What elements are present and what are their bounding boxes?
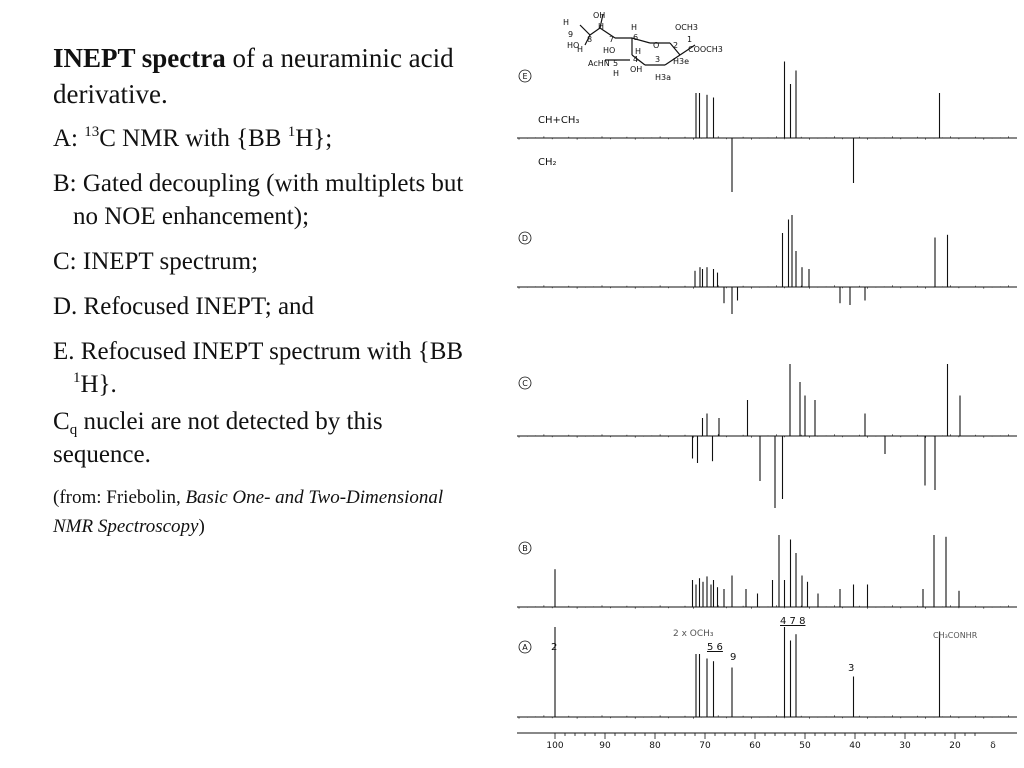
item-a-sup2: 1 xyxy=(287,124,296,140)
source-pre: (from: Friebolin, xyxy=(53,487,186,508)
atom-label: H xyxy=(631,23,637,32)
item-e-pre: E. Refocused INEPT spectrum with {BB xyxy=(53,338,464,365)
slide-text: INEPT spectra of a neuraminic acid deriv… xyxy=(53,40,483,560)
item-e-sup: 1 xyxy=(73,370,81,386)
panel-label-circle xyxy=(518,231,532,245)
atom-label: H3a xyxy=(655,73,671,82)
label-ch3conhr: CH₃CONHR xyxy=(933,631,978,640)
e-label-ch-ch3: CH+CH₃ xyxy=(538,115,579,126)
atom-label: COOCH3 xyxy=(688,45,723,54)
title-rest: of a neuraminic acid derivative. xyxy=(53,43,454,109)
atom-label: OH xyxy=(593,11,605,20)
label-c56: 5 6 xyxy=(707,642,723,653)
atom-label: 3 xyxy=(655,55,660,64)
peak-number-2: 2 xyxy=(551,642,557,653)
axis-tick-label: 20 xyxy=(949,741,961,751)
atom-label: H xyxy=(563,18,569,27)
atom-label: 5 xyxy=(613,59,618,68)
molecule-structure xyxy=(579,13,696,66)
item-a-mid: C NMR with {BB xyxy=(99,125,288,152)
e-label-ch2: CH₂ xyxy=(538,157,557,168)
peak-number-9: 9 xyxy=(730,652,736,663)
atom-label: 1 xyxy=(687,35,692,44)
atom-label: 2 xyxy=(673,41,678,50)
item-e-post: H}. xyxy=(80,371,117,398)
panel-label-circle xyxy=(518,376,532,390)
cq-sub: q xyxy=(69,422,78,438)
axis-tick-label: 80 xyxy=(649,741,661,751)
item-a-post: H}; xyxy=(295,125,333,152)
panel-label-b: B xyxy=(522,544,528,553)
panel-labels: E D C B A xyxy=(518,69,532,654)
atom-label: 4 xyxy=(633,55,638,64)
label-och3: 2 x OCH₃ xyxy=(673,629,714,639)
item-a-sup: 13 xyxy=(84,124,100,140)
panel-label-e: E xyxy=(522,72,527,81)
atom-label: HO xyxy=(567,41,579,50)
peak-number-3: 3 xyxy=(848,663,854,674)
axis-tick-label: 90 xyxy=(599,741,611,751)
panel-label-circle xyxy=(518,640,532,654)
atom-label: 8 xyxy=(587,35,592,44)
item-a: A: 13C NMR with {BB 1H}; xyxy=(53,122,483,155)
axis-tick-label: δ xyxy=(990,741,996,751)
delta-axis: 100 90 80 70 60 50 40 30 20 δ xyxy=(517,732,1017,751)
source-book: Basic One- and Two-Dimensional NMR Spect… xyxy=(53,487,444,537)
atom-label: 9 xyxy=(568,30,573,39)
axis-tick-label: 40 xyxy=(849,741,861,751)
atom-label: H xyxy=(613,69,619,78)
axis-tick-label: 100 xyxy=(546,741,563,751)
spectrum-traces xyxy=(517,61,1017,719)
item-e: E. Refocused INEPT spectrum with {BB 1H}… xyxy=(53,335,483,401)
slide-title: INEPT spectra of a neuraminic acid deriv… xyxy=(53,40,483,112)
item-c: C: INEPT spectrum; xyxy=(53,248,259,275)
panel-label-circle xyxy=(518,69,532,83)
source-note: (from: Friebolin, Basic One- and Two-Dim… xyxy=(53,483,483,541)
source-post: ) xyxy=(198,516,205,537)
item-d: D. Refocused INEPT; and xyxy=(53,293,315,320)
atom-label: 6 xyxy=(633,33,638,42)
axis-tick-label: 30 xyxy=(899,741,911,751)
item-a-pre: A: xyxy=(53,125,85,152)
atom-label: 7 xyxy=(609,35,614,44)
title-bold: INEPT spectra xyxy=(53,43,226,73)
atom-label: O xyxy=(653,41,659,50)
atom-label: H xyxy=(635,47,641,56)
atom-label: OCH3 xyxy=(675,23,698,32)
cq-c: C xyxy=(53,408,70,435)
item-b: B: Gated decoupling (with multiplets but… xyxy=(53,170,464,230)
atom-label: H xyxy=(577,45,583,54)
axis-tick-label: 60 xyxy=(749,741,761,751)
panel-label-circle xyxy=(518,541,532,555)
cq-rest: nuclei are not detected by this sequence… xyxy=(53,408,383,468)
atom-label: HO xyxy=(603,46,615,55)
panel-label-d: D xyxy=(522,234,528,243)
axis-tick-label: 70 xyxy=(699,741,711,751)
atom-label: H xyxy=(598,22,604,31)
atom-label: OH xyxy=(630,65,642,74)
label-c478: 4 7 8 xyxy=(780,616,805,627)
atom-label: H3e xyxy=(673,57,689,66)
cq-note: Cq nuclei are not detected by this seque… xyxy=(53,405,483,471)
atom-label: AcHN xyxy=(588,59,610,68)
panel-label-a: A xyxy=(522,643,528,652)
panel-label-c: C xyxy=(522,379,528,388)
axis-tick-label: 50 xyxy=(799,741,811,751)
